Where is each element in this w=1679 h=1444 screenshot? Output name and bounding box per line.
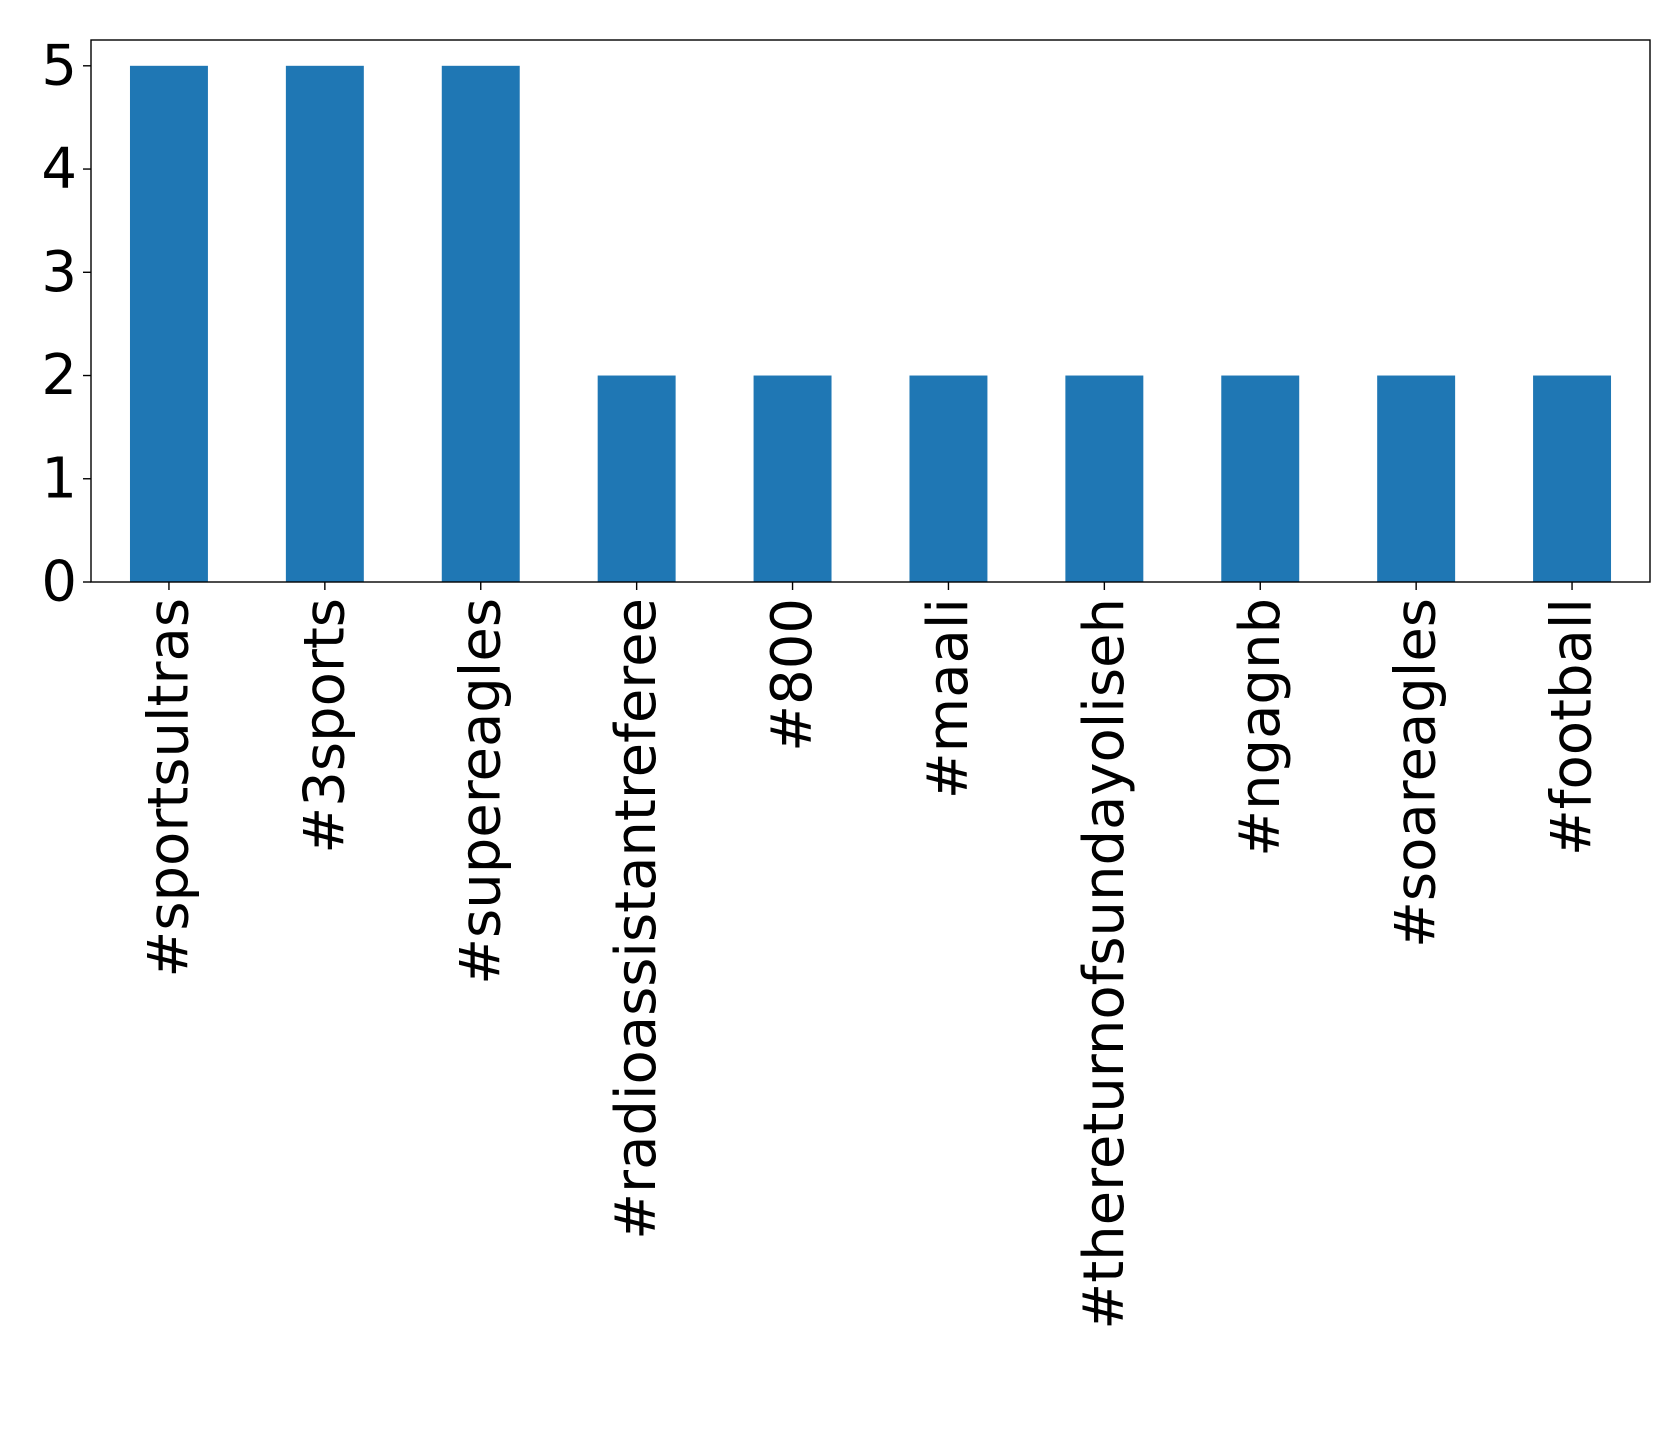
bar-football <box>1533 375 1612 582</box>
y-tick-label: 5 <box>41 33 77 98</box>
bar-sportsultras <box>129 65 208 583</box>
x-tick-label: #thereturnofsundayoliseh <box>1072 598 1137 1330</box>
x-tick-label: #maali <box>916 598 981 799</box>
y-tick-label: 0 <box>41 550 77 615</box>
bars-group <box>129 65 1612 583</box>
bar-radioassistantreferee <box>597 375 676 582</box>
bar-3sports <box>285 65 364 583</box>
y-tick-label: 1 <box>41 446 77 511</box>
y-axis: 0 1 2 3 4 5 <box>41 33 91 615</box>
bar-thereturnofsundayoliseh <box>1065 375 1144 582</box>
plot-frame <box>90 39 1651 583</box>
x-tick-label: #sportsultras <box>136 598 201 978</box>
y-tick-label: 3 <box>41 240 77 305</box>
bar-soareagles <box>1377 375 1456 582</box>
x-tick-label: #ngagnb <box>1228 598 1293 857</box>
bar-800 <box>753 375 832 582</box>
y-tick-label: 4 <box>41 137 77 202</box>
bar-maali <box>909 375 988 582</box>
x-tick-label: #800 <box>760 598 825 752</box>
x-tick-label: #soareagles <box>1384 598 1449 948</box>
bar-ngagnb <box>1221 375 1300 582</box>
x-tick-label: #radioassistantreferee <box>604 598 669 1240</box>
x-tick-label: #supereagles <box>448 598 513 985</box>
x-tick-label: #football <box>1540 598 1605 856</box>
x-axis: #sportsultras #3sports #supereagles #radioa… <box>136 582 1605 1330</box>
bar-supereagles <box>441 65 520 583</box>
y-tick-label: 2 <box>41 343 77 408</box>
x-tick-label: #3sports <box>292 598 357 854</box>
